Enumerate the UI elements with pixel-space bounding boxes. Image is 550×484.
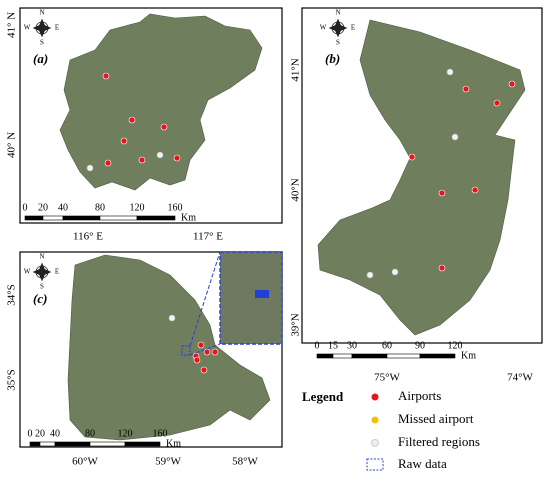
scale-bar-segment (99, 215, 138, 221)
scale-bar-segment (316, 353, 334, 359)
scale-label: 40 (58, 202, 68, 213)
scale-label: 60 (382, 340, 392, 351)
filtered-points (86, 68, 459, 322)
scale-label: 0 (23, 202, 28, 213)
panel-label: (b) (325, 51, 340, 66)
scale-label: 80 (95, 202, 105, 213)
scale-label: 15 (328, 340, 338, 351)
map-region-c (67, 254, 271, 441)
legend-label: Airports (398, 388, 441, 403)
scale-bar-segment (89, 441, 126, 447)
compass-ring (35, 265, 49, 279)
map-region-a (59, 13, 263, 191)
latitude-label: 41° N (6, 12, 18, 38)
airport-points (102, 72, 516, 374)
longitude-label: 58°W (232, 456, 258, 468)
scale-bar-segment (386, 353, 421, 359)
scale-label: 120 (448, 340, 463, 351)
compass-letter: E (55, 268, 59, 276)
longitude-label: 116° E (73, 231, 103, 243)
scale-bar-segment (29, 441, 41, 447)
compass-ring (331, 21, 345, 35)
panel-label: (c) (33, 291, 47, 306)
inset-connector (189, 251, 221, 347)
legend-label: Filtered regions (398, 434, 480, 449)
compass-letter: S (40, 39, 44, 47)
legend-swatch (371, 393, 379, 401)
scale-bar-segment (24, 215, 44, 221)
scale-bar-segment (62, 215, 101, 221)
scale-label: 120 (130, 202, 145, 213)
scale-label: 160 (168, 202, 183, 213)
compass-letter: N (39, 9, 44, 17)
scale-bar-segment (124, 441, 161, 447)
map-region-b (317, 19, 526, 336)
scale-unit: Km (461, 350, 476, 361)
scale-unit: Km (166, 438, 181, 449)
compass-letter: S (40, 283, 44, 291)
latitude-label: 40°N (290, 178, 302, 201)
longitude-label: 74°W (507, 372, 533, 384)
compass-letter: W (24, 24, 31, 32)
scale-label: 0 (28, 428, 33, 439)
scale-label: 20 (35, 428, 45, 439)
scale-bar-segment (39, 441, 56, 447)
scale-label: 80 (85, 428, 95, 439)
scale-bar-segment (136, 215, 176, 221)
scale-label: 20 (38, 202, 48, 213)
scale-bar-segment (54, 441, 91, 447)
compass-letter: S (336, 39, 340, 47)
legend-label: Raw data (398, 456, 447, 471)
compass-ring (35, 21, 49, 35)
latitude-label: 41°N (290, 58, 302, 81)
scale-label: 90 (415, 340, 425, 351)
longitude-label: 60°W (72, 456, 98, 468)
scale-label: 0 (315, 340, 320, 351)
panel-label: (a) (33, 51, 48, 66)
compass-letter: E (55, 24, 59, 32)
compass-letter: E (351, 24, 355, 32)
scale-bar-segment (42, 215, 64, 221)
scale-bar-segment (419, 353, 456, 359)
legend-swatch (366, 458, 384, 471)
legend-label: Missed airport (398, 411, 474, 426)
longitude-label: 59°W (155, 456, 181, 468)
scale-bar-segment (351, 353, 388, 359)
inset-detail (255, 290, 269, 298)
legend-title: Legend (302, 389, 344, 404)
legend-swatch (371, 439, 379, 447)
inset-raw-data (219, 251, 283, 345)
scale-label: 160 (153, 428, 168, 439)
legend-swatch (371, 416, 379, 424)
compass-letter: N (39, 253, 44, 261)
compass-letter: N (335, 9, 340, 17)
longitude-label: 75°W (374, 372, 400, 384)
scale-bar-segment (332, 353, 353, 359)
latitude-label: 34°S (6, 284, 18, 306)
latitude-label: 40° N (6, 132, 18, 158)
scale-unit: Km (181, 212, 196, 223)
latitude-label: 35°S (6, 369, 18, 391)
compass-letter: W (320, 24, 327, 32)
scale-label: 120 (118, 428, 133, 439)
latitude-label: 39°N (290, 313, 302, 336)
longitude-label: 117° E (193, 231, 223, 243)
scale-label: 40 (50, 428, 60, 439)
compass-letter: W (24, 268, 31, 276)
scale-label: 30 (347, 340, 357, 351)
raw-data-box (181, 345, 191, 356)
